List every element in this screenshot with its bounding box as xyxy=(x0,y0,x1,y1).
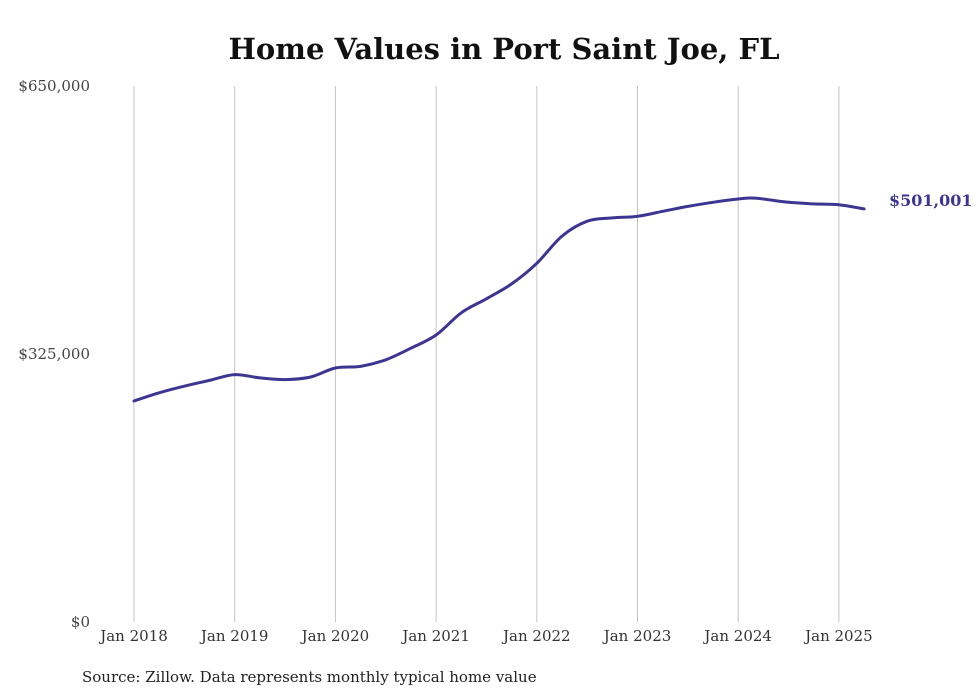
source-note: Source: Zillow. Data represents monthly … xyxy=(82,668,537,686)
y-tick-label: $325,000 xyxy=(18,345,90,363)
x-axis-ticks: Jan 2018 Jan 2019 Jan 2020 Jan 2021 Jan 2022… xyxy=(98,627,872,645)
gridlines xyxy=(133,86,840,622)
x-tick-label: Jan 2020 xyxy=(300,627,370,645)
x-tick-label: Jan 2023 xyxy=(602,627,672,645)
y-tick-label: $650,000 xyxy=(18,77,90,95)
x-tick-label: Jan 2022 xyxy=(501,627,571,645)
series-group xyxy=(132,196,866,403)
x-tick-label: Jan 2018 xyxy=(98,627,168,645)
x-tick-label: Jan 2019 xyxy=(199,627,269,645)
y-tick-label: $0 xyxy=(71,613,90,631)
series-line xyxy=(132,196,866,403)
y-axis-ticks: $0 $325,000 $650,000 xyxy=(18,77,90,631)
x-tick-label: Jan 2025 xyxy=(803,627,873,645)
end-value-label: $501,001 xyxy=(889,191,973,210)
x-tick-label: Jan 2021 xyxy=(400,627,470,645)
x-tick-label: Jan 2024 xyxy=(702,627,772,645)
chart-title: Home Values in Port Saint Joe, FL xyxy=(229,32,780,66)
